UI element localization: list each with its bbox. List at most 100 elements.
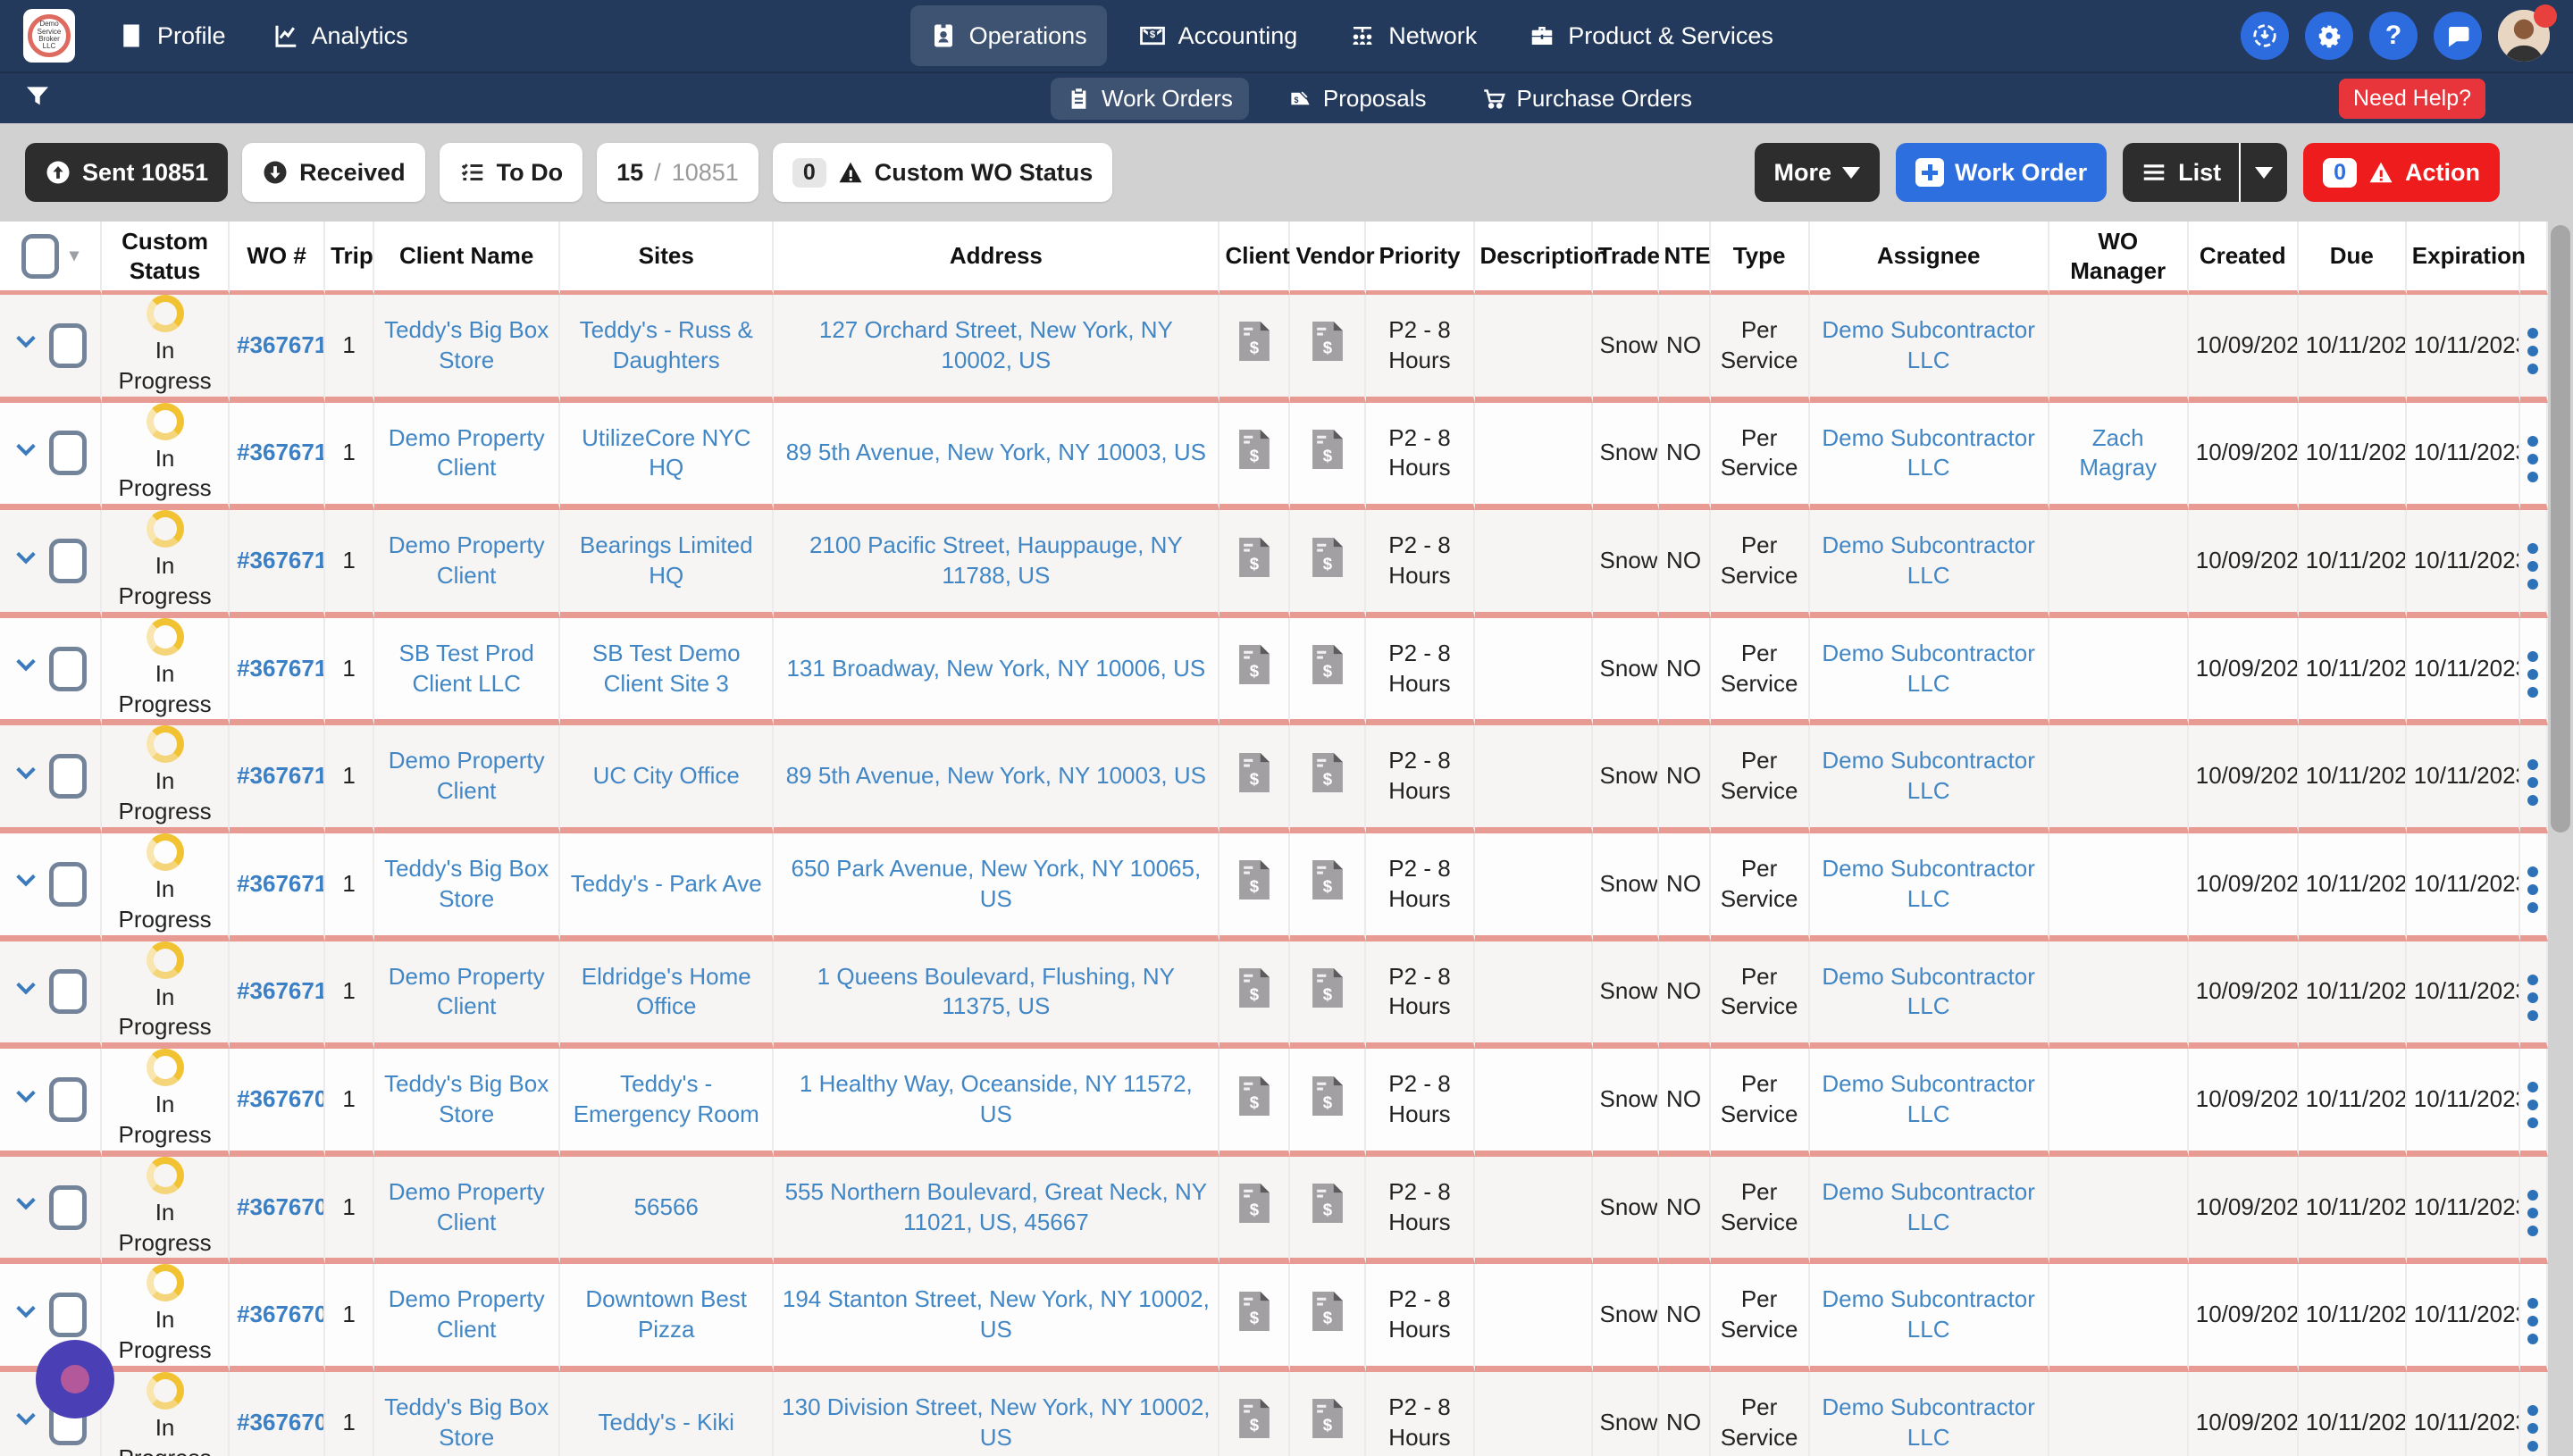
- row-checkbox[interactable]: [49, 1076, 88, 1122]
- column-header-address[interactable]: Address: [774, 222, 1220, 295]
- client-name-link[interactable]: Demo Property Client: [388, 531, 545, 589]
- client-invoice-button[interactable]: $: [1239, 752, 1270, 798]
- chat-button[interactable]: [2434, 12, 2482, 60]
- assignee-link[interactable]: Demo Subcontractor LLC: [1822, 316, 2035, 373]
- expand-row-button[interactable]: [13, 975, 38, 1008]
- client-invoice-button[interactable]: $: [1239, 1075, 1270, 1121]
- assignee-link[interactable]: Demo Subcontractor LLC: [1822, 1393, 2035, 1451]
- row-checkbox[interactable]: [49, 754, 88, 799]
- address-link[interactable]: 555 Northern Boulevard, Great Neck, NY 1…: [784, 1177, 1208, 1235]
- expand-row-button[interactable]: [13, 1191, 38, 1224]
- row-actions-kebab-button[interactable]: [2527, 758, 2539, 806]
- column-header-wo[interactable]: WO #: [230, 222, 326, 295]
- column-header-expiration[interactable]: Expiration: [2406, 222, 2526, 295]
- address-link[interactable]: 1 Queens Boulevard, Flushing, NY 11375, …: [817, 962, 1176, 1020]
- site-link[interactable]: Teddy's - Kiki: [598, 1408, 734, 1435]
- vendor-invoice-button[interactable]: $: [1312, 1399, 1343, 1443]
- vendor-invoice-button[interactable]: $: [1312, 1075, 1343, 1121]
- site-link[interactable]: Teddy's - Park Ave: [570, 869, 762, 897]
- wo-number-link[interactable]: #3676705: [237, 1408, 323, 1435]
- row-checkbox[interactable]: [49, 322, 88, 368]
- custom-wo-status-button[interactable]: 0 Custom WO Status: [772, 143, 1113, 202]
- assignee-link[interactable]: Demo Subcontractor LLC: [1822, 1177, 2035, 1235]
- vendor-invoice-button[interactable]: $: [1312, 967, 1343, 1013]
- more-button[interactable]: More: [1754, 143, 1881, 202]
- client-invoice-button[interactable]: $: [1239, 322, 1270, 366]
- list-view-caret-button[interactable]: [2239, 143, 2288, 202]
- company-logo[interactable]: Demo Service Broker LLC: [23, 9, 75, 63]
- address-link[interactable]: 650 Park Avenue, New York, NY 10065, US: [791, 854, 1202, 912]
- select-all-checkbox[interactable]: [21, 233, 59, 279]
- expand-row-button[interactable]: [13, 1406, 38, 1439]
- client-invoice-button[interactable]: $: [1239, 1184, 1270, 1228]
- site-link[interactable]: UC City Office: [592, 762, 740, 790]
- chat-launcher-button[interactable]: [36, 1340, 114, 1418]
- settings-button[interactable]: [2305, 12, 2353, 60]
- client-invoice-button[interactable]: $: [1239, 537, 1270, 582]
- client-invoice-button[interactable]: $: [1239, 860, 1270, 905]
- tab-work-orders[interactable]: Work Orders: [1051, 77, 1249, 120]
- row-checkbox[interactable]: [49, 1293, 88, 1338]
- wo-number-link[interactable]: #3676716: [237, 331, 323, 358]
- wo-manager-link[interactable]: Zach Magray: [2079, 423, 2158, 481]
- column-header-nte[interactable]: NTE: [1658, 222, 1711, 295]
- tab-purchase-orders[interactable]: Purchase Orders: [1466, 78, 1709, 120]
- row-actions-kebab-button[interactable]: [2527, 651, 2539, 699]
- address-link[interactable]: 89 5th Avenue, New York, NY 10003, US: [785, 762, 1206, 790]
- client-name-link[interactable]: SB Test Prod Client LLC: [398, 639, 534, 697]
- wo-number-link[interactable]: #3676710: [237, 977, 323, 1005]
- expand-row-button[interactable]: [13, 545, 38, 578]
- vendor-invoice-button[interactable]: $: [1312, 752, 1343, 798]
- client-name-link[interactable]: Teddy's Big Box Store: [384, 854, 549, 912]
- client-name-link[interactable]: Demo Property Client: [388, 962, 545, 1020]
- row-checkbox[interactable]: [49, 538, 88, 583]
- wo-number-link[interactable]: #3676706: [237, 1301, 323, 1328]
- assignee-link[interactable]: Demo Subcontractor LLC: [1822, 1285, 2035, 1343]
- vendor-invoice-button[interactable]: $: [1312, 429, 1343, 474]
- vendor-invoice-button[interactable]: $: [1312, 1291, 1343, 1336]
- row-actions-kebab-button[interactable]: [2527, 974, 2539, 1021]
- address-link[interactable]: 89 5th Avenue, New York, NY 10003, US: [785, 439, 1206, 466]
- assignee-link[interactable]: Demo Subcontractor LLC: [1822, 747, 2035, 805]
- assignee-link[interactable]: Demo Subcontractor LLC: [1822, 531, 2035, 589]
- client-name-link[interactable]: Demo Property Client: [388, 1177, 545, 1235]
- client-name-link[interactable]: Demo Property Client: [388, 747, 545, 805]
- column-header-type[interactable]: Type: [1710, 222, 1810, 295]
- received-filter-button[interactable]: Received: [242, 143, 425, 202]
- row-actions-kebab-button[interactable]: [2527, 1297, 2539, 1344]
- client-name-link[interactable]: Demo Property Client: [388, 1285, 545, 1343]
- expand-row-button[interactable]: [13, 867, 38, 900]
- column-header-wo_manager[interactable]: WO Manager: [2049, 222, 2189, 295]
- client-invoice-button[interactable]: $: [1239, 1399, 1270, 1443]
- vendor-invoice-button[interactable]: $: [1312, 537, 1343, 582]
- client-invoice-button[interactable]: $: [1239, 645, 1270, 690]
- site-link[interactable]: Teddy's - Emergency Room: [573, 1070, 759, 1127]
- row-actions-kebab-button[interactable]: [2527, 1082, 2539, 1129]
- address-link[interactable]: 194 Stanton Street, New York, NY 10002, …: [782, 1285, 1210, 1343]
- action-button[interactable]: 0 Action: [2303, 143, 2500, 202]
- vendor-invoice-button[interactable]: $: [1312, 645, 1343, 690]
- address-link[interactable]: 127 Orchard Street, New York, NY 10002, …: [818, 316, 1173, 373]
- nav-tab-operations[interactable]: Operations: [909, 5, 1107, 66]
- row-checkbox[interactable]: [49, 1184, 88, 1230]
- history-button[interactable]: [2241, 12, 2289, 60]
- need-help-button[interactable]: Need Help?: [2338, 78, 2485, 119]
- wo-number-link[interactable]: #3676712: [237, 762, 323, 790]
- help-button[interactable]: ?: [2369, 12, 2418, 60]
- row-checkbox[interactable]: [49, 431, 88, 476]
- row-actions-kebab-button[interactable]: [2527, 543, 2539, 590]
- site-link[interactable]: Downtown Best Pizza: [585, 1285, 748, 1343]
- site-link[interactable]: Eldridge's Home Office: [581, 962, 751, 1020]
- column-header-sites[interactable]: Sites: [560, 222, 775, 295]
- column-header-description[interactable]: Description: [1474, 222, 1608, 295]
- nav-tab-products-services[interactable]: Product & Services: [1509, 5, 1793, 66]
- client-name-link[interactable]: Teddy's Big Box Store: [384, 316, 549, 373]
- chevron-down-icon[interactable]: ▾: [69, 246, 80, 265]
- site-link[interactable]: Teddy's - Russ & Daughters: [579, 316, 753, 373]
- wo-number-link[interactable]: #3676715: [237, 439, 323, 466]
- wo-number-link[interactable]: #3676713: [237, 654, 323, 682]
- assignee-link[interactable]: Demo Subcontractor LLC: [1822, 423, 2035, 481]
- row-checkbox[interactable]: [49, 969, 88, 1015]
- nav-tab-network[interactable]: Network: [1329, 5, 1496, 66]
- user-avatar[interactable]: [2498, 4, 2557, 62]
